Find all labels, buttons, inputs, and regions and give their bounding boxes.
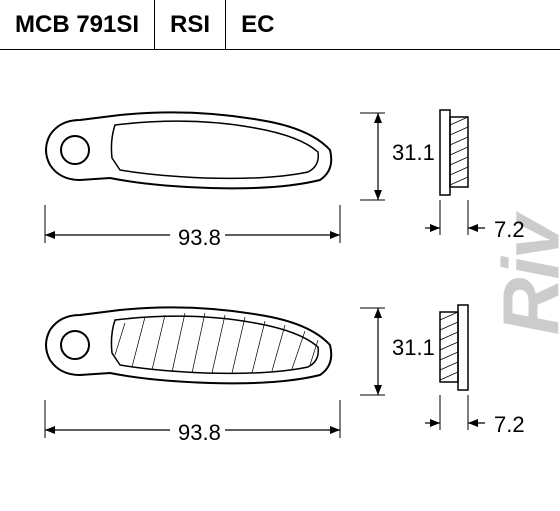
pad1-height-label: 31.1 xyxy=(392,140,435,166)
part-number: MCB 791SI xyxy=(15,11,139,39)
part-number-cell: MCB 791SI xyxy=(0,0,155,49)
pad2-height-label: 31.1 xyxy=(392,335,435,361)
code2: EC xyxy=(241,11,274,39)
pad1-thickness-label: 7.2 xyxy=(494,217,525,243)
brake-pad-2-side xyxy=(430,300,490,400)
code1: RSI xyxy=(170,11,210,39)
pad2-width-label: 93.8 xyxy=(178,420,221,446)
pad1-width-label: 93.8 xyxy=(178,225,221,251)
brake-pad-2-front xyxy=(30,295,360,405)
code1-cell: RSI xyxy=(155,0,226,49)
header-row: MCB 791SI RSI EC xyxy=(0,0,560,50)
brake-pad-1-front xyxy=(30,100,360,210)
code2-cell: EC xyxy=(226,0,289,49)
brake-pad-1-side xyxy=(430,105,490,205)
diagram-content: Riv 31.1 93.8 xyxy=(0,50,560,511)
pad2-thickness-label: 7.2 xyxy=(494,412,525,438)
